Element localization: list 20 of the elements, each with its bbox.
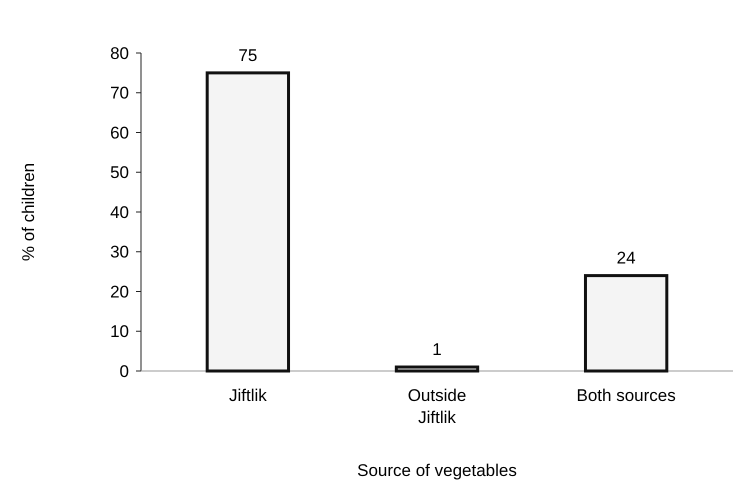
bar [584, 274, 668, 372]
y-tick-label: 40 [110, 202, 129, 222]
data-label: 1 [432, 340, 442, 360]
y-tick-label: 80 [110, 44, 129, 63]
x-axis-title: Source of vegetables [357, 461, 517, 480]
data-label: 24 [616, 248, 636, 268]
bar [394, 366, 480, 372]
bar [206, 71, 290, 372]
y-axis-title: % of children [19, 162, 38, 262]
y-tick-label: 50 [110, 163, 129, 182]
x-tick-label: Both sources [576, 386, 676, 405]
y-tick-label: 10 [110, 322, 129, 342]
y-tick-label: 30 [110, 242, 129, 262]
y-tick-label: 0 [120, 362, 129, 381]
x-tick-label: Jiftlik [228, 386, 268, 405]
y-tick-label: 60 [110, 123, 129, 142]
x-tick-label: Outside Jiftlik [408, 386, 466, 427]
y-tick-label: 20 [110, 282, 129, 302]
y-tick-label: 70 [110, 84, 129, 103]
data-label: 75 [238, 46, 258, 65]
